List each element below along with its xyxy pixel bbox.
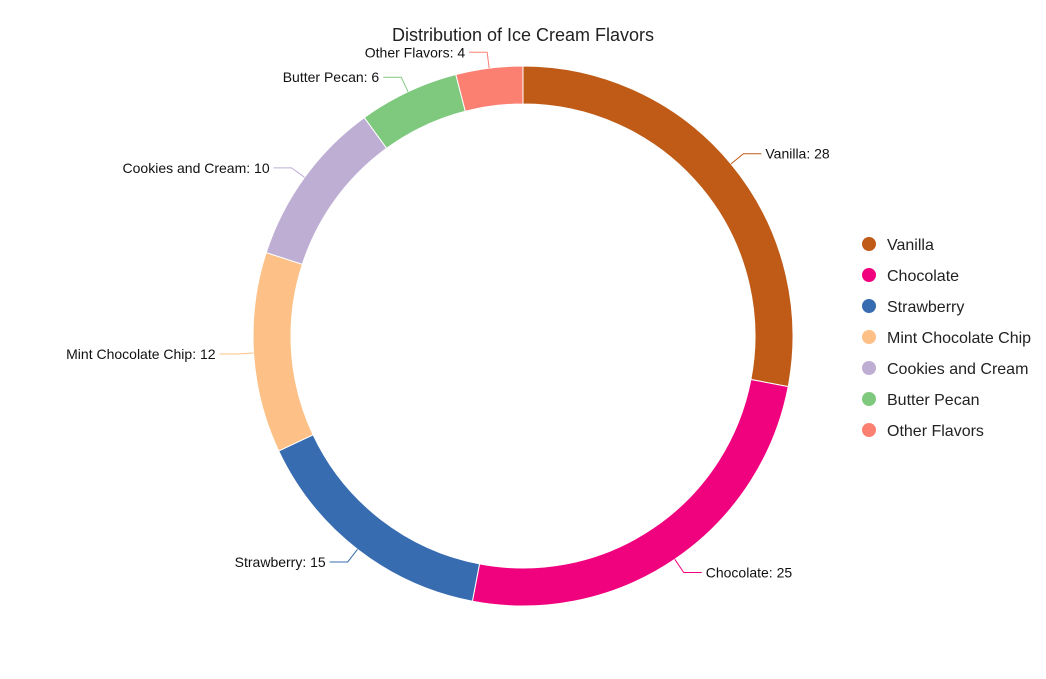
data-label-cookies-and-cream: Cookies and Cream: 10 xyxy=(123,160,270,176)
leader-line-strawberry xyxy=(329,549,358,563)
data-label-mint-chocolate-chip: Mint Chocolate Chip: 12 xyxy=(66,346,216,362)
labels-group: Vanilla: 28 Chocolate: 25 Strawberry: 15 Mi… xyxy=(66,44,830,580)
leader-line-mint-chocolate-chip xyxy=(219,352,254,355)
legend-label-mint-chocolate-chip: Mint Chocolate Chip xyxy=(887,330,1031,347)
legend-marker-mint-chocolate-chip xyxy=(862,330,876,344)
leader-line-chocolate xyxy=(674,559,702,574)
legend-label-butter-pecan: Butter Pecan xyxy=(887,392,980,409)
legend-marker-strawberry xyxy=(862,299,876,313)
data-label-strawberry: Strawberry: 15 xyxy=(235,554,326,570)
data-label-butter-pecan: Butter Pecan: 6 xyxy=(283,69,380,85)
legend: Vanilla Chocolate Strawberry Mint Chocolate… xyxy=(862,237,1031,440)
legend-marker-butter-pecan xyxy=(862,392,876,406)
legend-label-vanilla: Vanilla xyxy=(887,237,934,254)
legend-marker-cookies-and-cream xyxy=(862,361,876,375)
chart-title: Distribution of Ice Cream Flavors xyxy=(392,25,654,45)
slice-vanilla xyxy=(522,65,794,388)
legend-marker-vanilla xyxy=(862,237,876,251)
slice-other-flavors xyxy=(455,65,524,112)
legend-label-strawberry: Strawberry xyxy=(887,299,964,316)
data-label-other-flavors: Other Flavors: 4 xyxy=(365,44,466,60)
data-label-vanilla: Vanilla: 28 xyxy=(765,146,830,162)
leader-line-other-flavors xyxy=(469,51,490,69)
slice-cookies-and-cream xyxy=(265,116,388,265)
legend-marker-other-flavors xyxy=(862,423,876,437)
legend-marker-chocolate xyxy=(862,268,876,282)
slice-mint-chocolate-chip xyxy=(252,251,314,452)
leader-line-cookies-and-cream xyxy=(273,167,305,178)
leader-line-butter-pecan xyxy=(383,76,409,92)
leader-line-vanilla xyxy=(730,153,762,165)
legend-label-chocolate: Chocolate xyxy=(887,268,959,285)
legend-label-other-flavors: Other Flavors xyxy=(887,423,984,440)
slice-strawberry xyxy=(278,434,481,602)
data-label-chocolate: Chocolate: 25 xyxy=(706,565,793,581)
slice-butter-pecan xyxy=(363,73,466,150)
legend-label-cookies-and-cream: Cookies and Cream xyxy=(887,361,1028,378)
slices-group xyxy=(252,65,794,607)
